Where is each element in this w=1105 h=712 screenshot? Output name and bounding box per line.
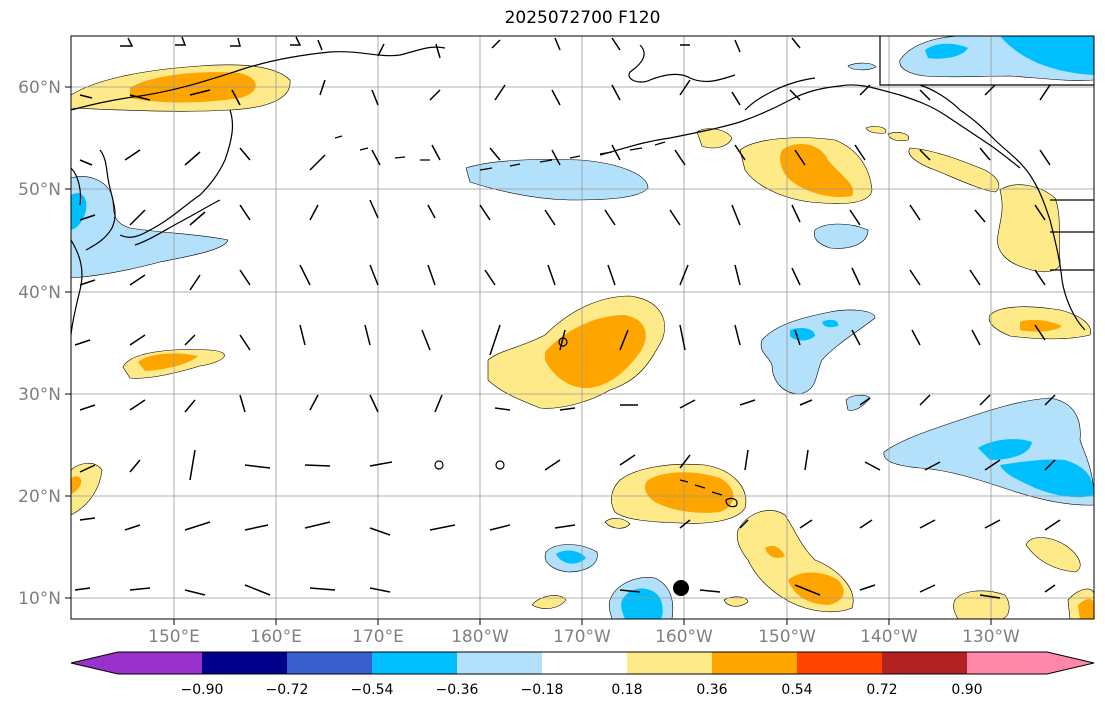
negative-region bbox=[760, 309, 876, 395]
negative-region bbox=[925, 43, 968, 59]
lon-label: 150°W bbox=[758, 627, 816, 647]
colorbar-segment bbox=[797, 652, 882, 674]
colorbar-tick-label: 0.54 bbox=[781, 682, 812, 698]
positive-region bbox=[696, 128, 733, 149]
lon-label: 140°W bbox=[860, 627, 918, 647]
lat-label: 40°N bbox=[18, 283, 61, 303]
positive-region bbox=[1078, 598, 1094, 619]
negative-region bbox=[71, 193, 87, 230]
negative-region bbox=[1000, 36, 1094, 75]
colorbar-segment bbox=[542, 652, 627, 674]
colorbar-segment bbox=[457, 652, 542, 674]
lon-label: 160°E bbox=[250, 627, 302, 647]
positive-region bbox=[1025, 537, 1081, 573]
positive-region bbox=[788, 572, 844, 605]
wind-barbs bbox=[74, 36, 1061, 599]
lon-label: 170°W bbox=[553, 627, 611, 647]
colorbar-tick-label: −0.54 bbox=[351, 682, 394, 698]
positive-region bbox=[887, 132, 909, 142]
lon-label: 130°W bbox=[962, 627, 1020, 647]
negative-region bbox=[465, 158, 649, 201]
positive-region bbox=[71, 476, 82, 494]
positive-region bbox=[604, 518, 631, 529]
lat-label: 60°N bbox=[18, 78, 61, 98]
colorbar-tick-label: −0.72 bbox=[266, 682, 309, 698]
map-title: 2025072700 F120 bbox=[504, 8, 661, 28]
negative-region bbox=[790, 328, 815, 341]
tc-position-marker[interactable] bbox=[673, 580, 689, 596]
negative-region bbox=[822, 319, 839, 328]
positive-region bbox=[997, 184, 1061, 273]
lon-label: 170°E bbox=[352, 627, 404, 647]
lon-label: 160°W bbox=[655, 627, 713, 647]
positive-region bbox=[644, 472, 734, 513]
colorbar-tick-label: 0.72 bbox=[866, 682, 897, 698]
positive-region bbox=[765, 545, 785, 558]
negative-region bbox=[847, 62, 877, 71]
colorbar-segment bbox=[882, 652, 967, 674]
colorbar-segment bbox=[287, 652, 372, 674]
colorbar-segment bbox=[71, 652, 202, 674]
coastlines bbox=[71, 36, 1094, 508]
colorbar-segment bbox=[712, 652, 797, 674]
positive-region bbox=[865, 126, 887, 134]
positive-region bbox=[723, 596, 749, 607]
positive-region bbox=[545, 315, 646, 389]
positive-region bbox=[780, 144, 854, 198]
colorbar-tick-label: 0.90 bbox=[951, 682, 982, 698]
colorbar-segment bbox=[627, 652, 712, 674]
latitude-labels: 60°N 50°N 40°N 30°N 20°N 10°N bbox=[18, 78, 71, 609]
lat-label: 30°N bbox=[18, 385, 61, 405]
colorbar-tick-label: −0.90 bbox=[181, 682, 224, 698]
positive-region bbox=[71, 462, 103, 516]
colorbar: −0.90 −0.72 −0.54 −0.36 −0.18 0.18 0.36 … bbox=[70, 651, 1095, 698]
lat-label: 10°N bbox=[18, 589, 61, 609]
lon-label: 180°W bbox=[451, 627, 509, 647]
colorbar-segment bbox=[372, 652, 457, 674]
negative-region bbox=[621, 588, 663, 619]
colorbar-tick-label: 0.18 bbox=[611, 682, 642, 698]
negative-region bbox=[813, 223, 869, 249]
colorbar-segment bbox=[967, 652, 1094, 674]
colorbar-tick-label: −0.36 bbox=[436, 682, 479, 698]
negative-region bbox=[1000, 459, 1094, 498]
colorbar-tick-label: −0.18 bbox=[521, 682, 564, 698]
graticule bbox=[71, 36, 1094, 619]
positive-region bbox=[1020, 319, 1062, 332]
negative-region bbox=[978, 439, 1032, 460]
colorbar-segment bbox=[202, 652, 287, 674]
lon-label: 150°E bbox=[148, 627, 200, 647]
positive-region bbox=[908, 147, 1000, 193]
lat-label: 20°N bbox=[18, 487, 61, 507]
lat-label: 50°N bbox=[18, 180, 61, 200]
positive-region bbox=[138, 353, 198, 371]
negative-region bbox=[556, 550, 586, 564]
longitude-labels: 150°E 160°E 170°E 180°W 170°W 160°W 150°… bbox=[148, 619, 1020, 647]
colorbar-tick-label: 0.36 bbox=[696, 682, 727, 698]
